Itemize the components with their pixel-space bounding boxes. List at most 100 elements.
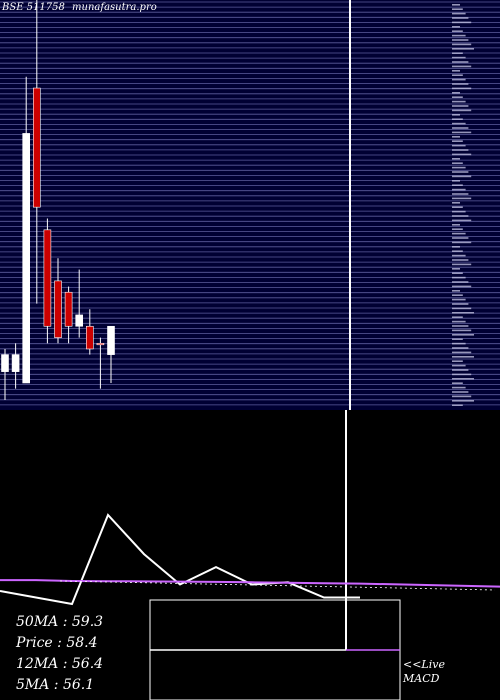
right-axis-tick bbox=[452, 272, 463, 274]
right-axis-tick bbox=[452, 263, 472, 266]
right-axis-tick bbox=[452, 52, 463, 54]
candle-body bbox=[75, 314, 83, 327]
candle-body bbox=[54, 280, 62, 338]
right-axis-tick bbox=[452, 175, 472, 178]
right-axis-tick bbox=[452, 246, 460, 248]
candle-body bbox=[1, 354, 9, 372]
right-axis-tick bbox=[452, 224, 460, 226]
right-axis-tick bbox=[452, 184, 463, 186]
right-axis-tick bbox=[452, 21, 472, 24]
right-axis-tick bbox=[452, 127, 469, 129]
right-axis-ticks bbox=[452, 4, 474, 406]
price-grid bbox=[0, 1, 500, 406]
macd-label: MACD bbox=[403, 672, 440, 685]
right-axis-tick bbox=[452, 56, 466, 59]
candle-body bbox=[64, 291, 73, 327]
right-axis-tick bbox=[452, 307, 472, 310]
candles bbox=[1, 0, 115, 400]
right-axis-tick bbox=[452, 118, 463, 120]
stat-price: Price : 58.4 bbox=[16, 635, 98, 651]
right-axis-tick bbox=[452, 285, 472, 288]
right-axis-tick bbox=[452, 171, 469, 173]
right-axis-tick bbox=[452, 12, 466, 15]
candle-body bbox=[96, 342, 105, 346]
right-axis-tick bbox=[452, 250, 463, 252]
right-axis-tick bbox=[452, 228, 463, 230]
candle-body bbox=[43, 229, 52, 327]
right-axis-tick bbox=[452, 136, 460, 138]
right-axis-tick bbox=[452, 325, 469, 327]
right-axis-tick bbox=[452, 30, 463, 32]
right-axis-tick bbox=[452, 158, 460, 160]
right-axis-tick bbox=[452, 34, 466, 37]
right-axis-tick bbox=[452, 4, 460, 6]
right-axis-tick bbox=[452, 188, 466, 191]
right-axis-tick bbox=[452, 404, 463, 406]
right-axis-tick bbox=[452, 338, 463, 340]
right-axis-tick bbox=[452, 298, 466, 301]
right-axis-tick bbox=[452, 215, 469, 217]
right-axis-tick bbox=[452, 140, 463, 142]
candle-body bbox=[32, 87, 41, 208]
right-axis-tick bbox=[452, 87, 472, 90]
right-axis-tick bbox=[452, 400, 474, 402]
right-axis-tick bbox=[452, 114, 460, 116]
right-axis-tick bbox=[452, 197, 472, 200]
stat-5ma: 5MA : 56.1 bbox=[16, 677, 95, 693]
right-axis-tick bbox=[452, 92, 460, 94]
right-axis-tick bbox=[452, 351, 472, 354]
right-axis-tick bbox=[452, 210, 466, 213]
right-axis-tick bbox=[452, 162, 463, 164]
right-axis-tick bbox=[452, 395, 472, 398]
right-axis-tick bbox=[452, 149, 469, 151]
right-axis-tick bbox=[452, 378, 474, 380]
right-axis-tick bbox=[452, 166, 466, 169]
right-axis-tick bbox=[452, 373, 472, 376]
right-axis-tick bbox=[452, 334, 474, 336]
right-axis-tick bbox=[452, 364, 466, 367]
stat-50ma: 50MA : 59.3 bbox=[16, 614, 104, 630]
right-axis-tick bbox=[452, 290, 460, 292]
right-axis-tick bbox=[452, 144, 466, 147]
oscillator-line bbox=[0, 513, 360, 606]
live-link[interactable]: <<Live bbox=[403, 658, 445, 671]
right-axis-tick bbox=[452, 254, 466, 257]
candle-body bbox=[107, 325, 115, 355]
right-axis-tick bbox=[452, 48, 474, 50]
right-axis-tick bbox=[452, 131, 472, 134]
right-axis-tick bbox=[452, 153, 472, 156]
right-axis-tick bbox=[452, 329, 472, 332]
candle-body bbox=[22, 133, 31, 384]
right-axis-tick bbox=[452, 206, 463, 208]
right-axis-tick bbox=[452, 316, 463, 318]
right-axis-tick bbox=[452, 241, 472, 244]
right-axis-tick bbox=[452, 347, 469, 349]
right-axis-tick bbox=[452, 105, 469, 107]
right-axis-tick bbox=[452, 8, 463, 10]
right-axis-tick bbox=[452, 276, 466, 279]
right-axis-tick bbox=[452, 303, 469, 305]
right-axis-tick bbox=[452, 382, 463, 384]
right-axis-tick bbox=[452, 356, 474, 358]
right-axis-tick bbox=[452, 232, 466, 235]
right-axis-tick bbox=[452, 342, 466, 345]
right-axis-tick bbox=[452, 386, 466, 389]
right-axis-tick bbox=[452, 74, 463, 76]
right-axis-tick bbox=[452, 193, 469, 195]
right-axis-tick bbox=[452, 219, 472, 222]
right-axis-tick bbox=[452, 61, 469, 63]
right-axis-tick bbox=[452, 281, 469, 283]
right-axis-tick bbox=[452, 320, 466, 323]
right-axis-tick bbox=[452, 180, 460, 182]
right-axis-tick bbox=[452, 294, 463, 296]
candle-body bbox=[11, 354, 20, 372]
chart-header: BSE 511758 munafasutra.pro bbox=[2, 2, 161, 13]
right-axis-tick bbox=[452, 78, 466, 81]
stats-panel: 50MA : 59.3 Price : 58.4 12MA : 56.4 5MA… bbox=[16, 612, 103, 696]
right-axis-tick bbox=[452, 259, 469, 261]
right-axis-tick bbox=[452, 26, 460, 28]
right-axis-tick bbox=[452, 83, 469, 85]
